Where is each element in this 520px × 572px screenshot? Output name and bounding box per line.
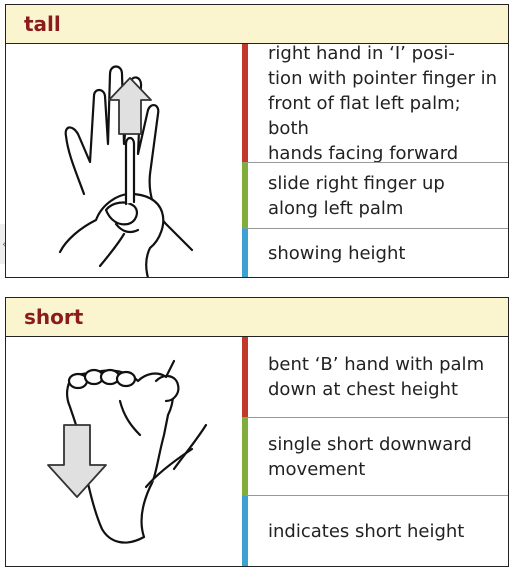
downward-arrow-hand-icon bbox=[47, 359, 208, 544]
sign-steps: bent ‘B’ hand with palm down at chest he… bbox=[242, 337, 508, 566]
chevron-left-icon: ‹ bbox=[2, 237, 7, 251]
movement-step: slide right finger up along left palm bbox=[242, 162, 508, 228]
sign-card-tall: tall bbox=[5, 4, 509, 278]
sign-illustration-tall bbox=[6, 44, 242, 277]
sign-title: tall bbox=[24, 12, 61, 36]
step-text: right hand in ‘I’ posi- tion with pointe… bbox=[268, 42, 497, 164]
movement-step: single short downward movement bbox=[242, 417, 508, 495]
sign-card-short: short bbox=[5, 297, 509, 567]
sign-steps: right hand in ‘I’ posi- tion with pointe… bbox=[242, 43, 508, 277]
upward-arrow-hands-icon bbox=[58, 65, 194, 277]
step-text: showing height bbox=[268, 242, 406, 264]
sign-illustration-short bbox=[6, 337, 242, 566]
meaning-step: indicates short height bbox=[242, 495, 508, 566]
sign-header: tall bbox=[6, 5, 508, 44]
step-text: indicates short height bbox=[268, 520, 465, 542]
step-text: bent ‘B’ hand with palm down at chest he… bbox=[268, 354, 485, 400]
meaning-step: showing height bbox=[242, 228, 508, 277]
handshape-step: right hand in ‘I’ posi- tion with pointe… bbox=[242, 43, 508, 164]
step-text: single short downward movement bbox=[268, 433, 472, 480]
step-text: slide right finger up along left palm bbox=[268, 172, 445, 219]
sign-body: bent ‘B’ hand with palm down at chest he… bbox=[6, 337, 508, 566]
sign-body: right hand in ‘I’ posi- tion with pointe… bbox=[6, 43, 508, 277]
sign-title: short bbox=[24, 305, 84, 329]
handshape-step: bent ‘B’ hand with palm down at chest he… bbox=[242, 337, 508, 417]
sign-header: short bbox=[6, 298, 508, 337]
